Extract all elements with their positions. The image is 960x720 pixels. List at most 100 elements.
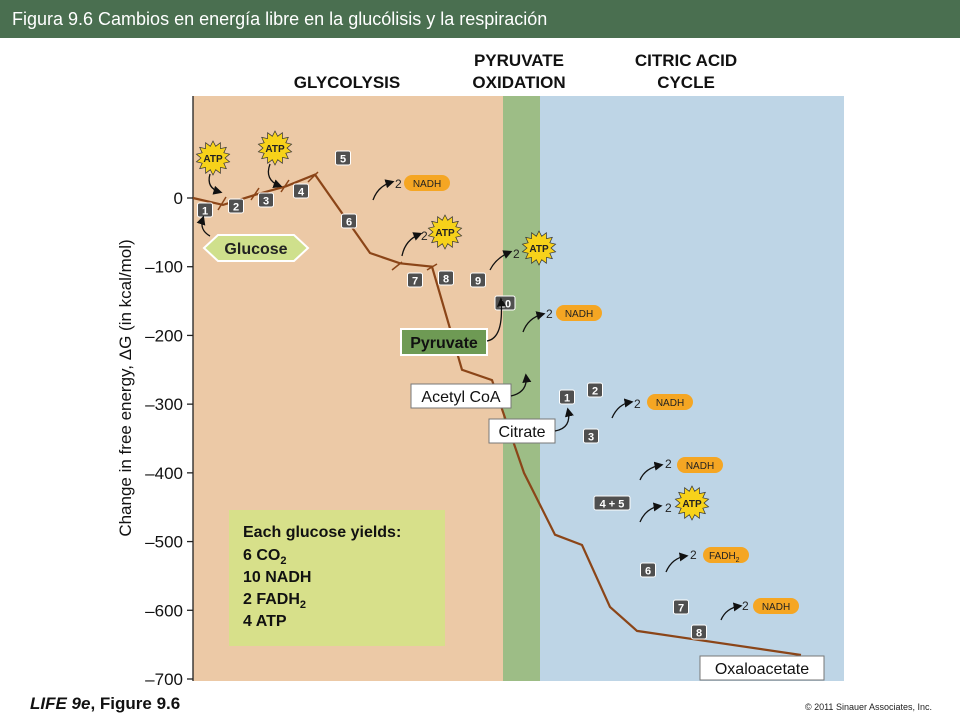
yield-count: 2 [665, 457, 672, 471]
step-number-box: 5 [335, 150, 351, 166]
step-number: 9 [475, 276, 481, 288]
step-number-box: 3 [583, 428, 599, 444]
acetyl-coa-label: Acetyl CoA [410, 383, 512, 409]
nadh-badge-shape [404, 175, 450, 191]
step-number: 4 [298, 187, 305, 199]
yield-arrow [208, 173, 223, 195]
y-tick-label: –100 [145, 258, 183, 277]
step-number: 4 + 5 [600, 499, 625, 511]
yield-arrow [196, 215, 211, 237]
nadh-badge: NADH [677, 457, 723, 473]
atp-burst-shape [427, 214, 463, 250]
y-tick-label: 0 [174, 189, 183, 208]
step-number-box: 4 [293, 183, 309, 199]
step-number: 8 [696, 628, 702, 640]
step-box-bg [593, 495, 631, 511]
atp-label: ATP [682, 499, 702, 510]
step-number: 2 [592, 386, 598, 398]
step-number-box: 3 [258, 192, 274, 208]
y-tick-label: –300 [145, 395, 183, 414]
acetyl-coa-label-shape [410, 383, 512, 409]
step-number-box: 7 [673, 599, 689, 615]
atp-burst-shape [521, 230, 557, 266]
step-box-bg [640, 562, 656, 578]
summary-subscript: 2 [300, 599, 306, 611]
stage-label-oxidation: OXIDATION [472, 73, 565, 92]
step-number-box: 2 [228, 198, 244, 214]
yield-arrow [267, 163, 283, 188]
y-tick-label: –700 [145, 670, 183, 688]
step-number: 1 [202, 206, 208, 218]
summary-item: 10 NADH [243, 569, 311, 586]
yield-arrow [486, 297, 507, 342]
yield-arrow [720, 602, 743, 621]
step-box-bg [228, 198, 244, 214]
step-number: 2 [233, 202, 239, 214]
step-number: 5 [340, 154, 346, 166]
copyright-notice: © 2011 Sinauer Associates, Inc. [804, 702, 932, 712]
step-box-bg [470, 272, 486, 288]
nadh-badge-label: NADH [565, 309, 593, 320]
nadh-badge: NADH [753, 598, 799, 614]
step-number: 3 [588, 432, 594, 444]
nadh-badge: NADH [647, 394, 693, 410]
atp-burst-shape [195, 140, 231, 176]
atp-label: ATP [203, 154, 223, 165]
nadh-badge: NADH [404, 175, 450, 191]
step-transition-tick [280, 179, 290, 193]
summary-box: Each glucose yields: 6 CO2 10 NADH 2 FADH2 4… [229, 510, 445, 646]
atp-burst: ATP [427, 214, 463, 250]
nadh-badge-shape [647, 394, 693, 410]
pyruvate-shape [400, 328, 488, 356]
summary-item: 2 FADH2 [243, 591, 306, 611]
step-number-box: 1 [197, 202, 213, 218]
stage-label-citric: CITRIC ACID [635, 51, 737, 70]
atp-burst: ATP [521, 230, 557, 266]
figure-number: , Figure 9.6 [90, 694, 181, 713]
atp-label: ATP [435, 228, 455, 239]
step-number-box: 6 [640, 562, 656, 578]
step-box-bg [673, 599, 689, 615]
yield-arrow [611, 398, 634, 419]
fadh2-label: FADH2 [709, 551, 740, 564]
step-number: 1 [564, 393, 570, 405]
yield-arrow [665, 552, 689, 573]
y-tick-label: –600 [145, 601, 183, 620]
nadh-badge-shape [556, 305, 602, 321]
summary-box-bg [229, 510, 445, 646]
atp-burst: ATP [674, 485, 710, 521]
book-title: LIFE 9e [30, 694, 91, 713]
step-number: 6 [645, 566, 651, 578]
glucose-label: Glucose [202, 234, 310, 262]
nadh-badge: NADH [556, 305, 602, 321]
free-energy-diagram: GLYCOLYSIS PYRUVATE OXIDATION CITRIC ACID CY… [116, 51, 844, 688]
summary-subscript: 2 [280, 555, 286, 567]
yield-arrow [554, 407, 574, 432]
acetyl-coa-label-text: Acetyl CoA [421, 389, 500, 406]
step-number-box: 1 [559, 389, 575, 405]
step-transition-tick [391, 261, 403, 271]
yield-count: 2 [395, 177, 402, 191]
step-number: 7 [412, 276, 418, 288]
step-transition-tick [307, 171, 319, 183]
glucose-text: Glucose [224, 241, 287, 258]
step-transition-tick [217, 196, 227, 211]
citrate-label-text: Citrate [498, 424, 545, 441]
step-number-box: 4 + 5 [593, 495, 631, 511]
step-number-box: 8 [438, 270, 454, 286]
step-box-bg [559, 389, 575, 405]
step-number-box: 9 [470, 272, 486, 288]
stage-label-pyruvate: PYRUVATE [474, 51, 564, 70]
step-number-box: 2 [587, 382, 603, 398]
nadh-badge-shape [753, 598, 799, 614]
yield-count: 2 [513, 247, 520, 261]
step-number: 3 [263, 196, 269, 208]
pyruvate-label: Pyruvate [400, 328, 488, 356]
free-energy-step-line [192, 173, 802, 657]
nadh-badge-label: NADH [686, 461, 714, 472]
pyruvate-text: Pyruvate [410, 335, 478, 352]
step-box-bg [335, 150, 351, 166]
y-tick-label: –200 [145, 326, 183, 345]
stage-label-cycle: CYCLE [657, 73, 715, 92]
stage-label-glycolysis: GLYCOLYSIS [294, 73, 400, 92]
